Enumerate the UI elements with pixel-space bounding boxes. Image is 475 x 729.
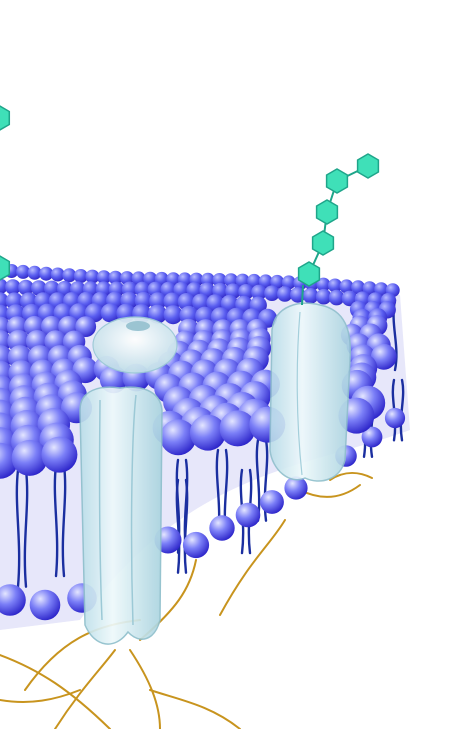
lipid-head: [189, 414, 226, 451]
sugar-hexagon: [325, 168, 349, 194]
lipid-head: [44, 280, 60, 297]
lipid-head: [0, 584, 26, 616]
lipid-head: [277, 286, 293, 302]
lipid-head: [160, 419, 197, 456]
lipid-head: [186, 282, 202, 298]
sugar-hexagon: [297, 261, 321, 287]
lipid-head: [62, 268, 77, 283]
lipid-head: [219, 410, 256, 447]
sugar-hexagon: [0, 105, 11, 131]
lipid-tail: [399, 378, 405, 442]
lipid-head: [75, 316, 97, 337]
lipid-head: [270, 274, 285, 289]
lipid-head: [284, 476, 308, 500]
sugar-hexagon: [356, 153, 380, 179]
lipid-head: [100, 303, 120, 323]
lipid-head: [362, 281, 377, 296]
lipid-head: [29, 589, 61, 621]
lipid-head: [39, 266, 54, 281]
lipid-head: [99, 365, 128, 394]
lipid-head: [238, 284, 254, 300]
lipid-head: [177, 293, 196, 311]
lipid-head: [220, 294, 239, 313]
lipid-head: [163, 305, 183, 325]
lipid-head: [149, 292, 167, 310]
lipid-head: [281, 275, 296, 290]
lipid-head: [163, 292, 181, 310]
lipid-tail: [61, 463, 67, 578]
lipid-head: [56, 280, 73, 297]
lipid-head: [41, 436, 78, 473]
sugar-hexagon: [315, 199, 339, 225]
lipid-head: [16, 264, 31, 279]
lipid-head: [31, 280, 47, 296]
lipid-head: [370, 343, 397, 370]
lipid-head: [315, 288, 332, 305]
lipid-head: [182, 531, 210, 559]
lipid-tail: [183, 478, 189, 574]
lipid-head: [5, 279, 21, 295]
lipid-head: [384, 407, 406, 429]
lipid-head: [328, 278, 342, 293]
carbohydrate-chain: [0, 105, 380, 287]
glycoprotein: [269, 284, 352, 482]
lipid-tail: [175, 478, 181, 574]
lipid-head: [96, 270, 111, 285]
lipid-head: [251, 284, 267, 301]
lipid-head: [258, 274, 273, 289]
lipid-head: [18, 279, 34, 296]
lipid-head: [209, 515, 235, 541]
lipid-head: [328, 289, 345, 306]
lipid-head: [339, 279, 354, 294]
lipid-head: [108, 270, 123, 285]
lipid-head: [302, 288, 319, 304]
lipid-head: [85, 269, 100, 284]
lipid-tail: [53, 463, 59, 578]
sugar-hexagon: [0, 255, 11, 281]
pore-protein: [92, 316, 178, 374]
lipid-head: [247, 273, 262, 288]
lipid-head: [316, 277, 331, 292]
lipid-head: [361, 426, 383, 448]
channel-protein: [79, 386, 163, 645]
lipid-head: [260, 490, 284, 514]
lipid-head: [351, 280, 366, 295]
lipid-head: [11, 439, 48, 476]
sugar-hexagon: [311, 230, 335, 256]
lipid-head: [27, 265, 42, 280]
lipid-head: [73, 269, 88, 283]
lipid-head: [50, 267, 65, 282]
lipid-tail: [15, 468, 21, 588]
lipid-head: [235, 502, 261, 528]
lipid-tail: [391, 378, 397, 442]
lipid-head: [147, 304, 167, 324]
lipid-tail: [23, 468, 29, 588]
lipid-head: [264, 285, 280, 302]
lipid-head: [341, 290, 358, 307]
